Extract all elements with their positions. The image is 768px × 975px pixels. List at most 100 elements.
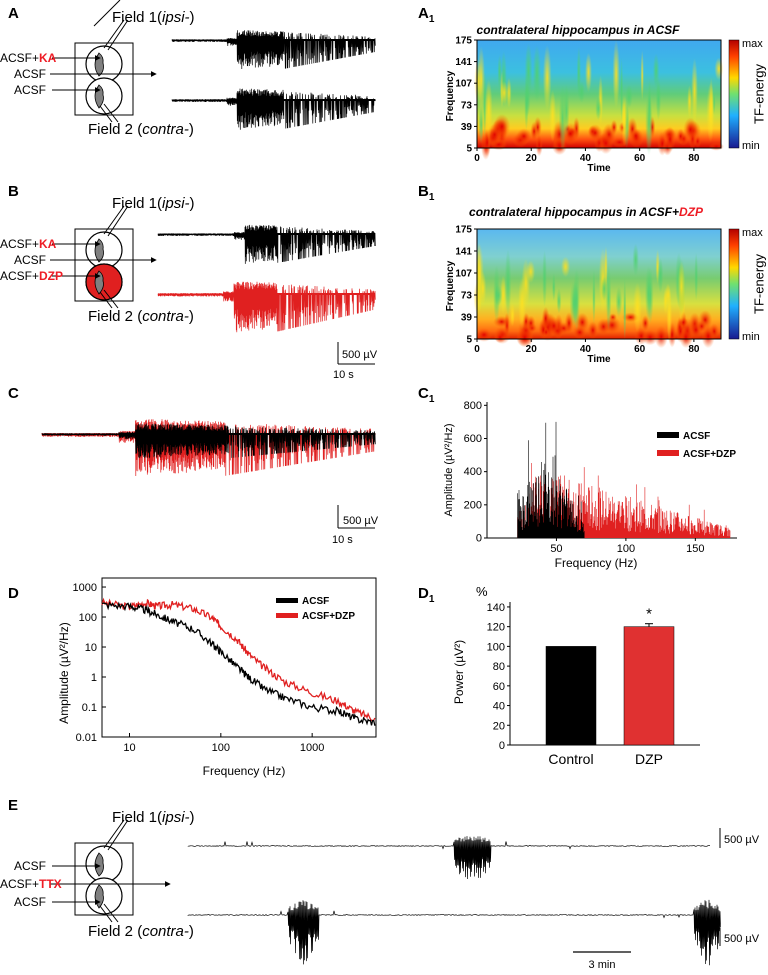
panel-c: C 500 µV 10 s	[8, 385, 379, 546]
heatmap-cell	[504, 249, 512, 317]
c-scalebar-time: 10 s	[332, 534, 353, 546]
a-acsf-label-2: ACSF	[14, 83, 46, 97]
a-acsf-ka-label: ACSF+KA	[0, 51, 57, 65]
y-tick-label: 175	[455, 36, 472, 47]
d-legend-swatch-acsf	[276, 598, 298, 603]
heatmap-cell	[587, 124, 603, 142]
heatmap-cell	[677, 261, 686, 313]
y-tick-label: 60	[493, 681, 505, 693]
b1-xticks: 0 20 40 60 80	[474, 339, 700, 355]
b-acsf-label: ACSF	[14, 253, 46, 267]
d-plot-area: 0.01 0.1 1 10 100 1000 10 100 1000	[73, 577, 377, 754]
y-tick-label: 120	[487, 622, 505, 634]
e-scalebar-time: 3 min	[589, 959, 616, 971]
e-scalebar-voltage-2: 500 µV	[724, 933, 760, 945]
heatmap-cell	[506, 77, 512, 109]
c-scalebar-voltage: 500 µV	[343, 515, 379, 527]
heatmap-cell	[475, 327, 493, 342]
panel-label-e: E	[8, 797, 18, 814]
e-field1-label: Field 1(ipsi-)	[112, 809, 195, 826]
c1-plot-area: 0 200 400 600 800 50 100 150	[464, 400, 737, 555]
heatmap-cell	[516, 128, 532, 145]
y-tick-label: 175	[455, 225, 472, 236]
panel-d1: D1 % 0 20 40 60 80 100 120 140 Control DZP * Power…	[418, 584, 700, 767]
b-acsf-dzp-label: ACSF+DZP	[0, 269, 63, 283]
a1-ylabel: Frequency	[445, 70, 456, 121]
y-tick-label: 5	[466, 335, 472, 346]
x-tick-label: 80	[688, 344, 700, 355]
b1-heatmap-blobs	[473, 241, 720, 349]
heatmap-cell	[509, 303, 515, 327]
d1-unit: %	[476, 584, 488, 599]
y-tick-label: 107	[455, 269, 472, 280]
a1-heatmap-blobs	[474, 39, 724, 160]
heatmap-cell	[576, 46, 581, 100]
x-tick-label: 40	[580, 153, 592, 164]
x-tick-label: 60	[634, 153, 646, 164]
a-trace-field1	[171, 30, 376, 70]
x-tick-label: 0	[474, 344, 480, 355]
panel-label-d1: D1	[418, 585, 435, 605]
y-tick-label: 39	[461, 122, 473, 133]
panel-label-c: C	[8, 385, 19, 402]
x-tick-label: 20	[526, 344, 538, 355]
e-traces	[187, 836, 721, 966]
x-tick-label: 10	[123, 742, 135, 754]
heatmap-cell	[691, 57, 698, 125]
panel-a1: A1 contralateral hippocampus in ACSF max…	[418, 5, 767, 174]
heatmap-cell	[526, 315, 536, 331]
heatmap-cell	[526, 260, 536, 283]
heatmap-cell	[592, 268, 596, 325]
d-legend-dzp: ACSF+DZP	[302, 611, 355, 622]
y-tick-label: 141	[455, 57, 472, 68]
panel-label-a: A	[8, 5, 19, 22]
x-tick-label: 40	[580, 344, 592, 355]
a-acsf-label: ACSF	[14, 67, 46, 81]
heatmap-cell	[706, 82, 715, 143]
c-trace-black	[41, 423, 376, 459]
e-field2-label: Field 2 (contra-)	[88, 923, 194, 940]
heatmap-cell	[679, 326, 693, 349]
heatmap-cell	[572, 325, 587, 340]
heatmap-cell	[477, 46, 485, 113]
heatmap-cell	[687, 85, 693, 119]
heatmap-cell	[542, 44, 552, 111]
heatmap-cell	[542, 250, 547, 308]
y-tick-label: 600	[464, 433, 482, 445]
b1-colorbar-min: min	[742, 331, 760, 343]
b1-ylabel: Frequency	[445, 260, 456, 311]
b-scalebar-voltage: 500 µV	[342, 349, 378, 361]
y-tick-label: 73	[461, 100, 473, 111]
heatmap-cell	[473, 280, 483, 315]
a1-xticks: 0 20 40 60 80	[474, 148, 700, 164]
y-tick-label: 10	[85, 642, 97, 654]
d1-significance: *	[646, 606, 652, 623]
a1-colorbar-label: TF-energy	[752, 64, 767, 124]
heatmap-cell	[632, 243, 639, 276]
e-trace	[187, 836, 711, 880]
b1-colorbar-max: max	[742, 227, 763, 239]
heatmap-cell	[631, 129, 641, 143]
x-tick-label: 0	[474, 153, 480, 164]
y-tick-label: 0.01	[76, 732, 97, 744]
heatmap-cell	[493, 264, 501, 323]
c1-legend-dzp: ACSF+DZP	[683, 449, 736, 460]
x-tick-label: 20	[526, 153, 538, 164]
e-acsf-label-2: ACSF	[14, 895, 46, 909]
heatmap-cell	[694, 252, 699, 302]
e-acsf-ttx-label: ACSF+TTX	[0, 877, 62, 891]
heatmap-cell	[696, 319, 707, 333]
heatmap-cell	[585, 52, 592, 93]
heatmap-cell	[676, 128, 685, 145]
a1-yticks: 5 39 73 107 141 175	[455, 36, 477, 155]
e-acsf-label: ACSF	[14, 859, 46, 873]
d-series-0	[101, 601, 376, 726]
a-field2-label: Field 2 (contra-)	[88, 121, 194, 138]
d1-ylabel: Power (µV²)	[452, 640, 466, 704]
b-field1-label: Field 1(ipsi-)	[112, 195, 195, 212]
heatmap-cell	[657, 257, 664, 294]
heatmap-cell	[640, 49, 644, 102]
heatmap-cell	[524, 72, 529, 132]
b1-colorbar-label: TF-energy	[752, 254, 767, 314]
panel-b: B ACSF+KA ACSF ACSF+DZP Field 1(ipsi-) F…	[0, 183, 378, 381]
